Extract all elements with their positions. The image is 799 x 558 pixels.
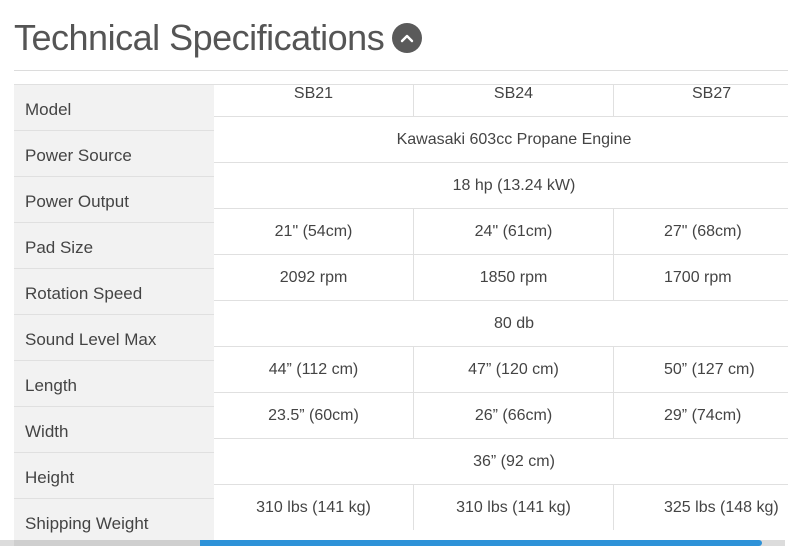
table-cell: 310 lbs (141 kg)	[214, 485, 414, 530]
table-row: 310 lbs (141 kg) 310 lbs (141 kg) 325 lb…	[214, 484, 788, 530]
chevron-up-icon	[401, 34, 414, 43]
row-labels-column: Model Power Source Power Output Pad Size…	[14, 84, 214, 544]
table-cell: 26” (66cm)	[414, 393, 614, 438]
table-cell: 29” (74cm)	[664, 406, 742, 424]
specs-heading: Technical Specifications	[14, 14, 423, 62]
table-cell: 1850 rpm	[414, 255, 614, 300]
table-row: 2092 rpm 1850 rpm 1700 rpm	[214, 254, 788, 300]
merged-cell: 80 db	[493, 314, 535, 332]
table-row: 80 db	[214, 300, 788, 346]
horizontal-scrollbar-thumb[interactable]	[200, 540, 762, 546]
column-header: SB27	[692, 85, 732, 102]
row-label: Model	[14, 84, 214, 130]
row-label: Rotation Speed	[14, 268, 214, 314]
values-grid: SB21 SB24 SB27 Kawasaki 603cc Propane En…	[214, 84, 788, 530]
column-header: SB21	[214, 85, 414, 117]
table-row: 36” (92 cm)	[214, 438, 788, 484]
row-label: Pad Size	[14, 222, 214, 268]
table-cell: 21" (54cm)	[214, 209, 414, 254]
table-cell: 310 lbs (141 kg)	[414, 485, 614, 530]
table-cell: 47” (120 cm)	[414, 347, 614, 392]
table-cell: 24" (61cm)	[414, 209, 614, 254]
table-cell: 2092 rpm	[214, 255, 414, 300]
table-cell: 50” (127 cm)	[664, 360, 755, 378]
table-row: 21" (54cm) 24" (61cm) 27" (68cm)	[214, 208, 788, 254]
row-label: Sound Level Max	[14, 314, 214, 360]
merged-cell: 36” (92 cm)	[473, 452, 555, 470]
merged-cell: Kawasaki 603cc Propane Engine	[396, 130, 632, 148]
row-label: Shipping Weight	[14, 498, 214, 544]
column-header: SB24	[414, 85, 614, 117]
specs-table[interactable]: Model Power Source Power Output Pad Size…	[14, 70, 788, 548]
row-label: Power Source	[14, 130, 214, 176]
page-title: Technical Specifications	[14, 17, 385, 58]
table-row: 23.5” (60cm) 26” (66cm) 29” (74cm)	[214, 392, 788, 438]
table-cell: 23.5” (60cm)	[214, 393, 414, 438]
table-cell: 27" (68cm)	[664, 222, 742, 240]
table-row: Kawasaki 603cc Propane Engine	[214, 116, 788, 162]
row-label: Power Output	[14, 176, 214, 222]
scrollbar-left-segment	[14, 540, 214, 546]
row-label: Height	[14, 452, 214, 498]
row-label: Width	[14, 406, 214, 452]
merged-cell: 18 hp (13.24 kW)	[452, 176, 576, 194]
table-cell: 1700 rpm	[664, 268, 732, 286]
table-row: 18 hp (13.24 kW)	[214, 162, 788, 208]
table-cell: 44” (112 cm)	[214, 347, 414, 392]
collapse-toggle-button[interactable]	[392, 23, 423, 53]
table-top-border	[14, 70, 788, 71]
table-row: 44” (112 cm) 47” (120 cm) 50” (127 cm)	[214, 346, 788, 392]
table-cell: 325 lbs (148 kg)	[664, 498, 779, 516]
row-label: Length	[14, 360, 214, 406]
table-header-row: SB21 SB24 SB27	[214, 84, 788, 117]
